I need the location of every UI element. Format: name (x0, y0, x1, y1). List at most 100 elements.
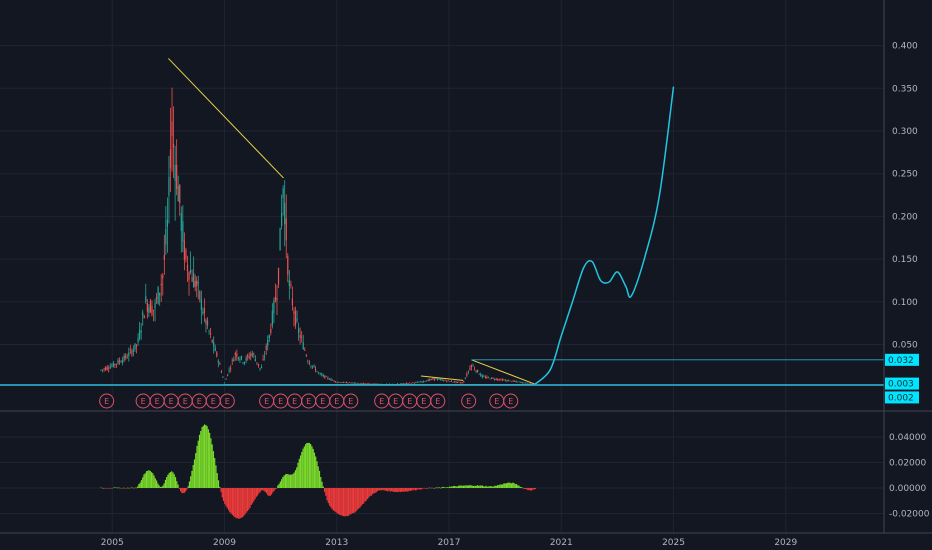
histogram-bar (130, 487, 132, 489)
candle-body (301, 336, 303, 338)
histogram-bar (142, 477, 144, 488)
candle-body (211, 339, 213, 343)
candle-body (148, 307, 150, 313)
histogram-bar (179, 488, 182, 492)
candle-body (242, 362, 244, 364)
histogram-bar (371, 488, 374, 495)
histogram-bar (251, 488, 254, 504)
candle-body (520, 382, 522, 383)
candle-body (191, 277, 193, 282)
trendline-0[interactable] (168, 58, 284, 179)
candle-body (470, 365, 473, 368)
histogram-bar (116, 487, 119, 489)
histogram-bar (294, 470, 297, 488)
candle-body (512, 380, 514, 382)
earnings-marker[interactable] (430, 393, 446, 409)
candle-body (396, 383, 398, 385)
candle-body (176, 164, 178, 189)
candle-body (169, 149, 172, 169)
histogram-bar (147, 470, 149, 488)
earnings-marker[interactable] (343, 393, 359, 409)
histogram-bar (365, 488, 367, 501)
histogram-bar (217, 480, 220, 488)
histogram-bar (226, 488, 228, 509)
histogram-bar (403, 488, 405, 492)
histogram-bar (316, 461, 318, 488)
candle-body (319, 373, 321, 375)
earnings-marker[interactable] (503, 393, 519, 409)
candle-body (490, 377, 493, 379)
candle-body (105, 367, 107, 371)
earnings-marker[interactable] (99, 393, 115, 409)
histogram-bar (406, 488, 408, 492)
candle-body (518, 381, 520, 383)
earnings-marker[interactable] (219, 393, 235, 409)
candle-body (206, 320, 209, 326)
histogram-bar (230, 488, 232, 514)
histogram-bar (120, 488, 122, 489)
trendline-3[interactable] (471, 359, 537, 386)
histogram-bar (409, 488, 412, 492)
candle-body (243, 362, 246, 364)
histogram-bar (464, 485, 466, 488)
histogram-bar (216, 473, 218, 488)
histogram-bar (196, 445, 198, 488)
candle-body (216, 352, 218, 357)
y-tick-label: 0.300 (892, 127, 918, 137)
y-tick-label: 0.150 (892, 255, 918, 265)
candle-body (460, 382, 462, 384)
trendline-2[interactable] (420, 375, 464, 381)
histogram-bar (133, 488, 135, 489)
histogram-bar (445, 487, 447, 488)
earnings-marker[interactable] (461, 393, 477, 409)
candle-body (202, 311, 204, 314)
histogram-bar (172, 472, 174, 488)
histogram-bar (321, 481, 323, 488)
forecast-line[interactable] (532, 86, 675, 387)
histogram-bar (163, 483, 165, 488)
histogram-bar (270, 488, 273, 495)
histogram-bar (522, 487, 524, 489)
candle-body (410, 382, 412, 384)
histogram-bar (505, 483, 508, 488)
histogram-bar (303, 446, 305, 488)
candle-body (498, 379, 500, 381)
candle-body (145, 296, 147, 302)
x-tick-label: 2029 (774, 538, 797, 548)
candle-body (180, 213, 182, 231)
histogram-bar (238, 488, 240, 519)
histogram-bar (275, 488, 278, 489)
histogram-bar (263, 488, 265, 491)
histogram-bar (274, 488, 276, 490)
candle-body (475, 370, 477, 372)
histogram-bar (393, 488, 395, 493)
candle-body (166, 219, 168, 227)
histogram-bar (450, 486, 452, 488)
histogram-bar (137, 486, 139, 488)
candle-body (347, 382, 349, 384)
histogram-bar (171, 471, 173, 488)
histogram-bar (339, 488, 341, 516)
candle-body (231, 360, 233, 362)
histogram-bar (392, 488, 394, 492)
x-tick-label: 2013 (325, 538, 348, 548)
candle-body (117, 360, 119, 364)
candle-body (177, 186, 179, 202)
histogram-bar (145, 471, 148, 488)
histogram-bar (475, 485, 477, 488)
histogram-bar (395, 488, 398, 492)
histogram-bar (292, 473, 294, 488)
histogram-bar (190, 476, 192, 488)
candle-body (101, 369, 104, 371)
candle-body (523, 382, 525, 384)
histogram-bar (340, 488, 342, 516)
histogram-bar (451, 486, 453, 488)
candle-body (444, 379, 446, 381)
candle-body (348, 382, 351, 383)
histogram-bar (356, 488, 358, 510)
histogram-bar (435, 487, 437, 489)
candle-body (257, 363, 260, 366)
histogram-bar (167, 474, 169, 488)
candle-body (151, 305, 153, 316)
